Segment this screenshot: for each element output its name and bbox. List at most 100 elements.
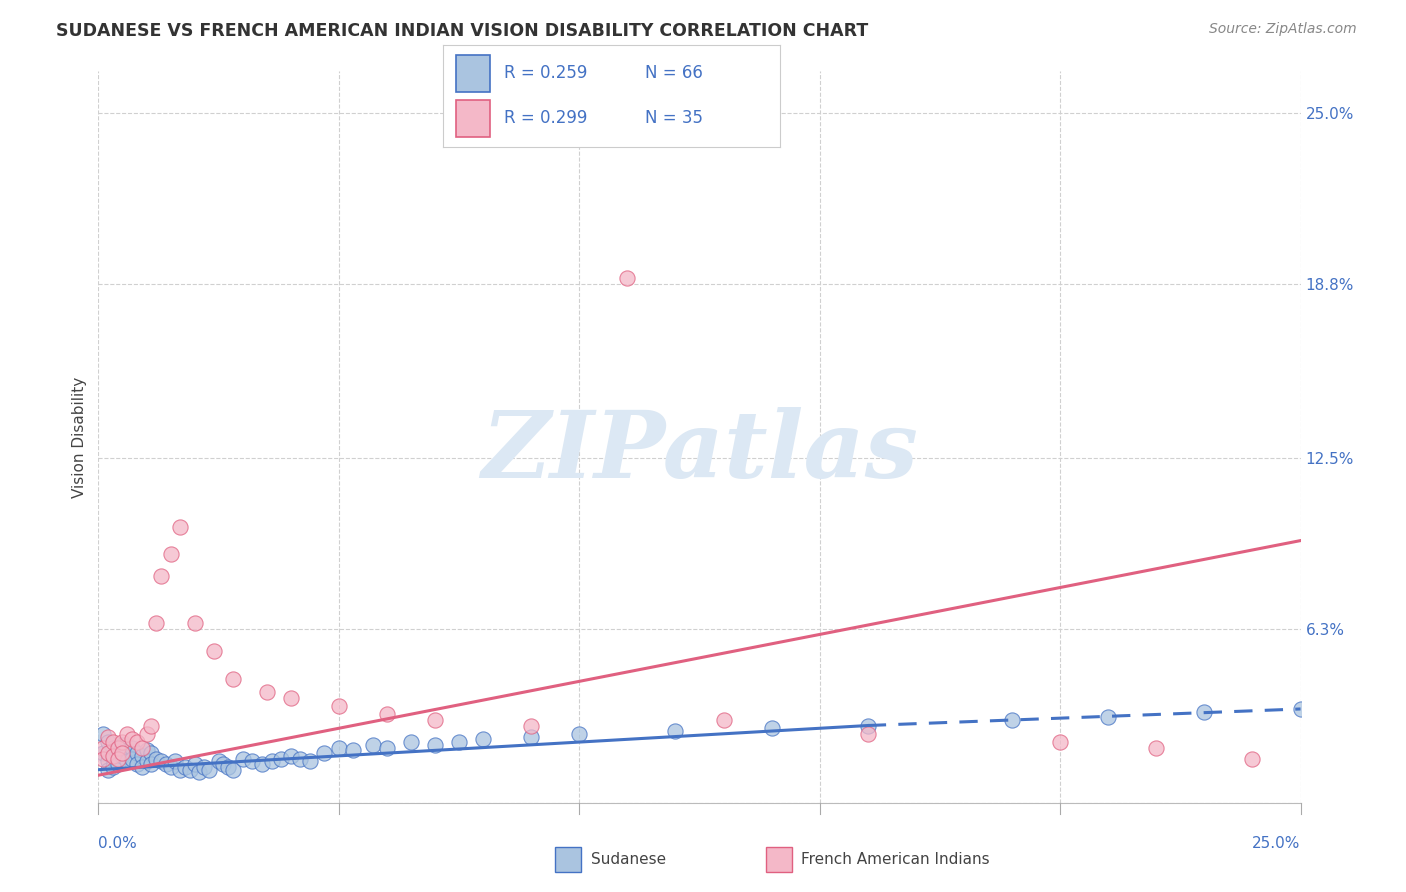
Point [328,699,350,714]
Point [472,732,495,747]
Point [91,740,114,755]
Point [145,616,167,631]
Point [121,740,143,755]
Point [520,718,543,732]
Text: SUDANESE VS FRENCH AMERICAN INDIAN VISION DISABILITY CORRELATION CHART: SUDANESE VS FRENCH AMERICAN INDIAN VISIO… [56,22,869,40]
Point [520,730,543,744]
Point [208,755,231,769]
Point [117,755,139,769]
Point [270,751,292,765]
Point [121,751,143,765]
Point [107,751,129,765]
Point [1144,740,1167,755]
Point [135,743,157,757]
Point [135,755,157,769]
Text: 25.0%: 25.0% [1253,836,1301,851]
Point [111,738,134,752]
Point [107,746,129,760]
Point [212,757,235,772]
Point [101,751,124,765]
Text: N = 66: N = 66 [645,64,703,82]
Point [188,765,211,780]
Point [664,724,686,739]
Point [423,713,446,727]
Point [107,740,129,755]
Point [135,727,157,741]
Point [131,748,153,763]
Point [447,735,470,749]
Point [298,755,321,769]
Point [856,718,879,732]
Point [217,760,239,774]
Point [375,740,398,755]
Point [169,520,191,534]
Y-axis label: Vision Disability: Vision Disability [72,376,87,498]
Point [141,746,163,760]
Point [761,721,783,735]
Point [91,751,114,765]
Text: ZIPatlas: ZIPatlas [481,407,918,497]
Point [131,740,153,755]
Point [1097,710,1119,724]
Point [97,755,120,769]
Point [399,735,422,749]
Point [361,738,384,752]
Point [149,569,172,583]
Text: French American Indians: French American Indians [801,853,990,867]
Point [616,271,638,285]
Point [97,746,120,760]
Text: N = 35: N = 35 [645,110,703,128]
Point [101,760,124,774]
Point [713,713,735,727]
Point [280,690,302,705]
Point [328,740,350,755]
Point [101,748,124,763]
Point [314,746,336,760]
Point [111,735,134,749]
Point [159,548,181,562]
Point [101,740,124,755]
Point [568,727,591,741]
Point [149,755,172,769]
Point [179,763,201,777]
Text: R = 0.259: R = 0.259 [503,64,586,82]
Point [101,735,124,749]
Point [423,738,446,752]
Point [97,735,120,749]
Point [107,757,129,772]
Text: 0.0%: 0.0% [98,836,138,851]
Point [222,763,245,777]
Point [111,746,134,760]
Point [1001,713,1024,727]
Point [125,735,148,749]
Point [1049,735,1071,749]
Point [256,685,278,699]
Point [121,732,143,747]
Point [111,748,134,763]
Point [1289,702,1312,716]
Point [97,730,120,744]
Point [202,644,225,658]
Point [174,760,197,774]
Point [125,757,148,772]
Point [1194,705,1216,719]
Point [183,616,205,631]
Point [198,763,221,777]
Point [222,672,245,686]
Point [232,751,254,765]
Bar [457,100,491,137]
Point [250,757,273,772]
Text: Source: ZipAtlas.com: Source: ZipAtlas.com [1209,22,1357,37]
Point [117,743,139,757]
Point [183,757,205,772]
Point [131,760,153,774]
Point [290,751,312,765]
Point [91,746,114,760]
Point [193,760,215,774]
Point [375,707,398,722]
Point [141,757,163,772]
Point [141,718,163,732]
Point [159,760,181,774]
Point [117,727,139,741]
Point [155,757,177,772]
